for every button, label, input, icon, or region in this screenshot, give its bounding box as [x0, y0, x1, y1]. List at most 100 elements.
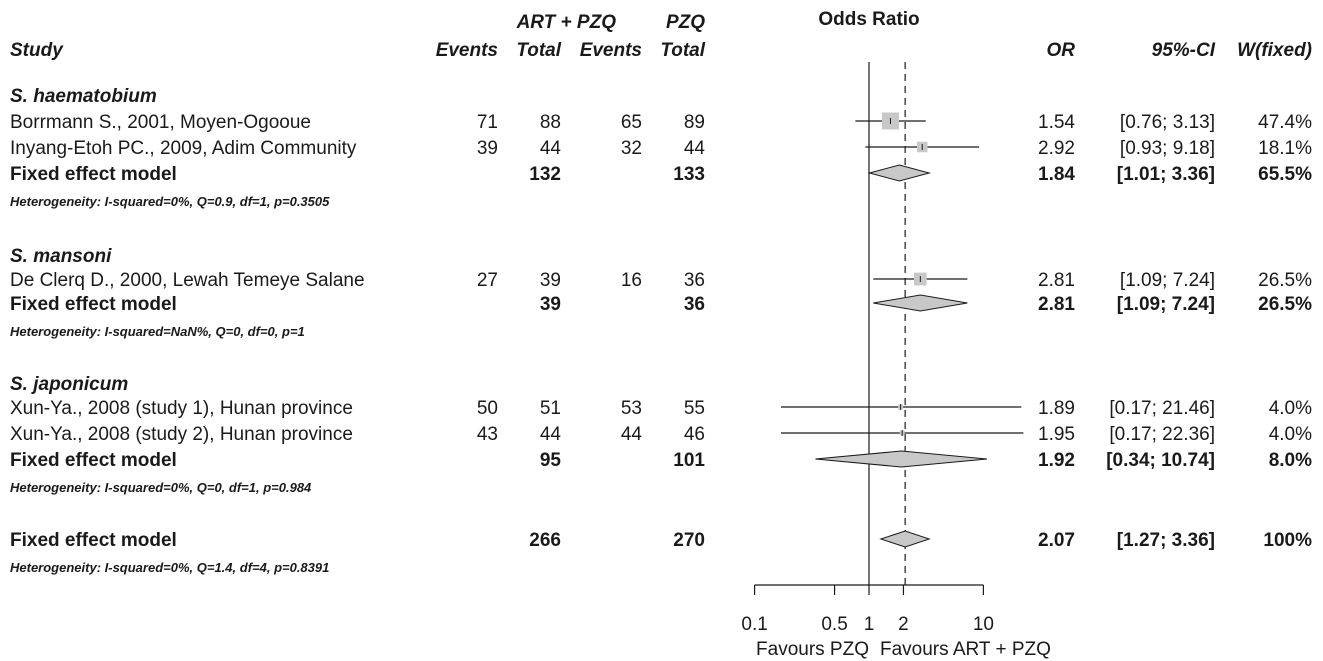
- weight-value: 26.5%: [1258, 294, 1312, 315]
- x-tick-label: 2: [898, 614, 909, 635]
- events-art-pzq: 39: [477, 138, 498, 159]
- subgroup-label: S. mansoni: [10, 246, 112, 267]
- header-events-1: Events: [436, 40, 498, 61]
- pooled-label: Fixed effect model: [10, 530, 177, 551]
- total-pzq: 36: [684, 294, 705, 315]
- total-pzq: 89: [684, 112, 705, 133]
- total-art-pzq: 51: [540, 398, 561, 419]
- weight-value: 47.4%: [1258, 112, 1312, 133]
- header-total-2: Total: [660, 40, 705, 61]
- forest-row-study: Xun-Ya., 2008 (study 2), Hunan province 4…: [10, 424, 1312, 445]
- forest-row-study: Xun-Ya., 2008 (study 1), Hunan province 5…: [10, 398, 1312, 419]
- events-art-pzq: 71: [477, 112, 498, 133]
- odds-ratio-value: 1.54: [1038, 112, 1075, 133]
- odds-ratio-value: 1.92: [1038, 450, 1075, 471]
- x-tick-label: 0.1: [741, 614, 767, 635]
- events-pzq: 32: [621, 138, 642, 159]
- pooled-label: Fixed effect model: [10, 294, 177, 315]
- forest-row-het: Heterogeneity: I-squared=0%, Q=1.4, df=4…: [10, 560, 329, 575]
- total-art-pzq: 44: [540, 138, 562, 159]
- study-label: Inyang-Etoh PC., 2009, Adim Community: [10, 138, 357, 159]
- header-ci: 95%-CI: [1152, 40, 1216, 61]
- ci-value: [0.76; 3.13]: [1120, 112, 1215, 133]
- total-art-pzq: 39: [540, 294, 561, 315]
- subgroup-label: S. japonicum: [10, 374, 128, 395]
- forest-row-pooled: Fixed effect model 266 270 2.07 [1.27; 3.36]…: [10, 530, 1312, 551]
- forest-row-het: Heterogeneity: I-squared=0%, Q=0.9, df=1…: [10, 194, 330, 209]
- events-art-pzq: 27: [477, 270, 498, 291]
- ci-value: [0.34; 10.74]: [1106, 450, 1215, 471]
- total-pzq: 36: [684, 270, 705, 291]
- study-label: De Clerq D., 2000, Lewah Temeye Salane: [10, 270, 365, 291]
- ci-value: [1.09; 7.24]: [1117, 294, 1215, 315]
- total-art-pzq: 95: [540, 450, 562, 471]
- x-tick-label: 10: [973, 614, 994, 635]
- header-weight: W(fixed): [1237, 40, 1312, 61]
- forest-row-pooled: Fixed effect model 39 36 2.81 [1.09; 7.24] 26…: [10, 294, 1312, 315]
- weight-value: 18.1%: [1258, 138, 1312, 159]
- ci-value: [0.17; 22.36]: [1109, 424, 1215, 445]
- header-or: OR: [1047, 40, 1076, 61]
- weight-value: 65.5%: [1258, 164, 1312, 185]
- events-pzq: 65: [621, 112, 642, 133]
- odds-ratio-value: 2.07: [1038, 530, 1075, 551]
- forest-row-het: Heterogeneity: I-squared=0%, Q=0, df=1, …: [10, 480, 312, 495]
- forest-rows: S. haematobium Borrmann S., 2001, Moyen-O…: [10, 86, 1312, 575]
- subgroup-label: S. haematobium: [10, 86, 157, 107]
- total-pzq: 55: [684, 398, 705, 419]
- weight-value: 4.0%: [1269, 398, 1312, 419]
- study-label: Borrmann S., 2001, Moyen-Ogooue: [10, 112, 311, 133]
- header-study: Study: [10, 40, 64, 61]
- pooled-diamond: [873, 294, 968, 312]
- total-pzq: 270: [673, 530, 705, 551]
- x-axis: 0.1 0.5 1 2 10: [741, 584, 994, 635]
- events-art-pzq: 50: [477, 398, 498, 419]
- header-group1: ART + PZQ: [516, 12, 617, 33]
- forest-row-pooled: Fixed effect model 132 133 1.84 [1.01; 3.36]…: [10, 164, 1312, 185]
- forest-row-group: S. japonicum: [10, 374, 128, 395]
- weight-value: 4.0%: [1269, 424, 1312, 445]
- ci-value: [0.93; 9.18]: [1120, 138, 1215, 159]
- events-pzq: 53: [621, 398, 642, 419]
- weight-value: 26.5%: [1258, 270, 1312, 291]
- odds-ratio-value: 2.81: [1038, 294, 1075, 315]
- forest-row-het: Heterogeneity: I-squared=NaN%, Q=0, df=0…: [10, 324, 305, 339]
- pooled-label: Fixed effect model: [10, 450, 177, 471]
- pooled-diamond: [867, 164, 932, 182]
- odds-ratio-value: 1.89: [1038, 398, 1075, 419]
- study-label: Xun-Ya., 2008 (study 2), Hunan province: [10, 424, 353, 445]
- total-pzq: 101: [673, 450, 705, 471]
- ci-value: [1.27; 3.36]: [1117, 530, 1215, 551]
- events-pzq: 44: [621, 424, 643, 445]
- total-pzq: 44: [684, 138, 706, 159]
- weight-value: 100%: [1263, 530, 1312, 551]
- heterogeneity-label: Heterogeneity: I-squared=0%, Q=1.4, df=4…: [10, 560, 329, 575]
- events-pzq: 16: [621, 270, 642, 291]
- odds-ratio-value: 2.92: [1038, 138, 1075, 159]
- favours-left-label: Favours PZQ: [756, 639, 869, 660]
- ci-value: [1.09; 7.24]: [1120, 270, 1215, 291]
- forest-row-pooled: Fixed effect model 95 101 1.92 [0.34; 10.74]…: [10, 450, 1312, 471]
- total-art-pzq: 132: [529, 164, 561, 185]
- forest-row-study: De Clerq D., 2000, Lewah Temeye Salane 27…: [10, 270, 1312, 291]
- events-art-pzq: 43: [477, 424, 498, 445]
- pooled-diamond: [815, 450, 987, 468]
- heterogeneity-label: Heterogeneity: I-squared=0%, Q=0, df=1, …: [10, 480, 312, 495]
- weight-value: 8.0%: [1269, 450, 1312, 471]
- total-art-pzq: 266: [529, 530, 561, 551]
- header-events-2: Events: [580, 40, 642, 61]
- forest-row-group: S. haematobium: [10, 86, 157, 107]
- odds-ratio-value: 1.84: [1038, 164, 1075, 185]
- forest-row-study: Borrmann S., 2001, Moyen-Ogooue 71 88 65 89 1…: [10, 112, 1312, 133]
- heterogeneity-label: Heterogeneity: I-squared=0%, Q=0.9, df=1…: [10, 194, 330, 209]
- x-tick-label: 1: [864, 614, 875, 635]
- total-pzq: 46: [684, 424, 705, 445]
- ci-value: [0.17; 21.46]: [1109, 398, 1215, 419]
- total-art-pzq: 88: [540, 112, 561, 133]
- study-label: Xun-Ya., 2008 (study 1), Hunan province: [10, 398, 353, 419]
- heterogeneity-label: Heterogeneity: I-squared=NaN%, Q=0, df=0…: [10, 324, 305, 339]
- total-art-pzq: 44: [540, 424, 562, 445]
- favours-right-label: Favours ART + PZQ: [880, 639, 1051, 660]
- total-pzq: 133: [673, 164, 705, 185]
